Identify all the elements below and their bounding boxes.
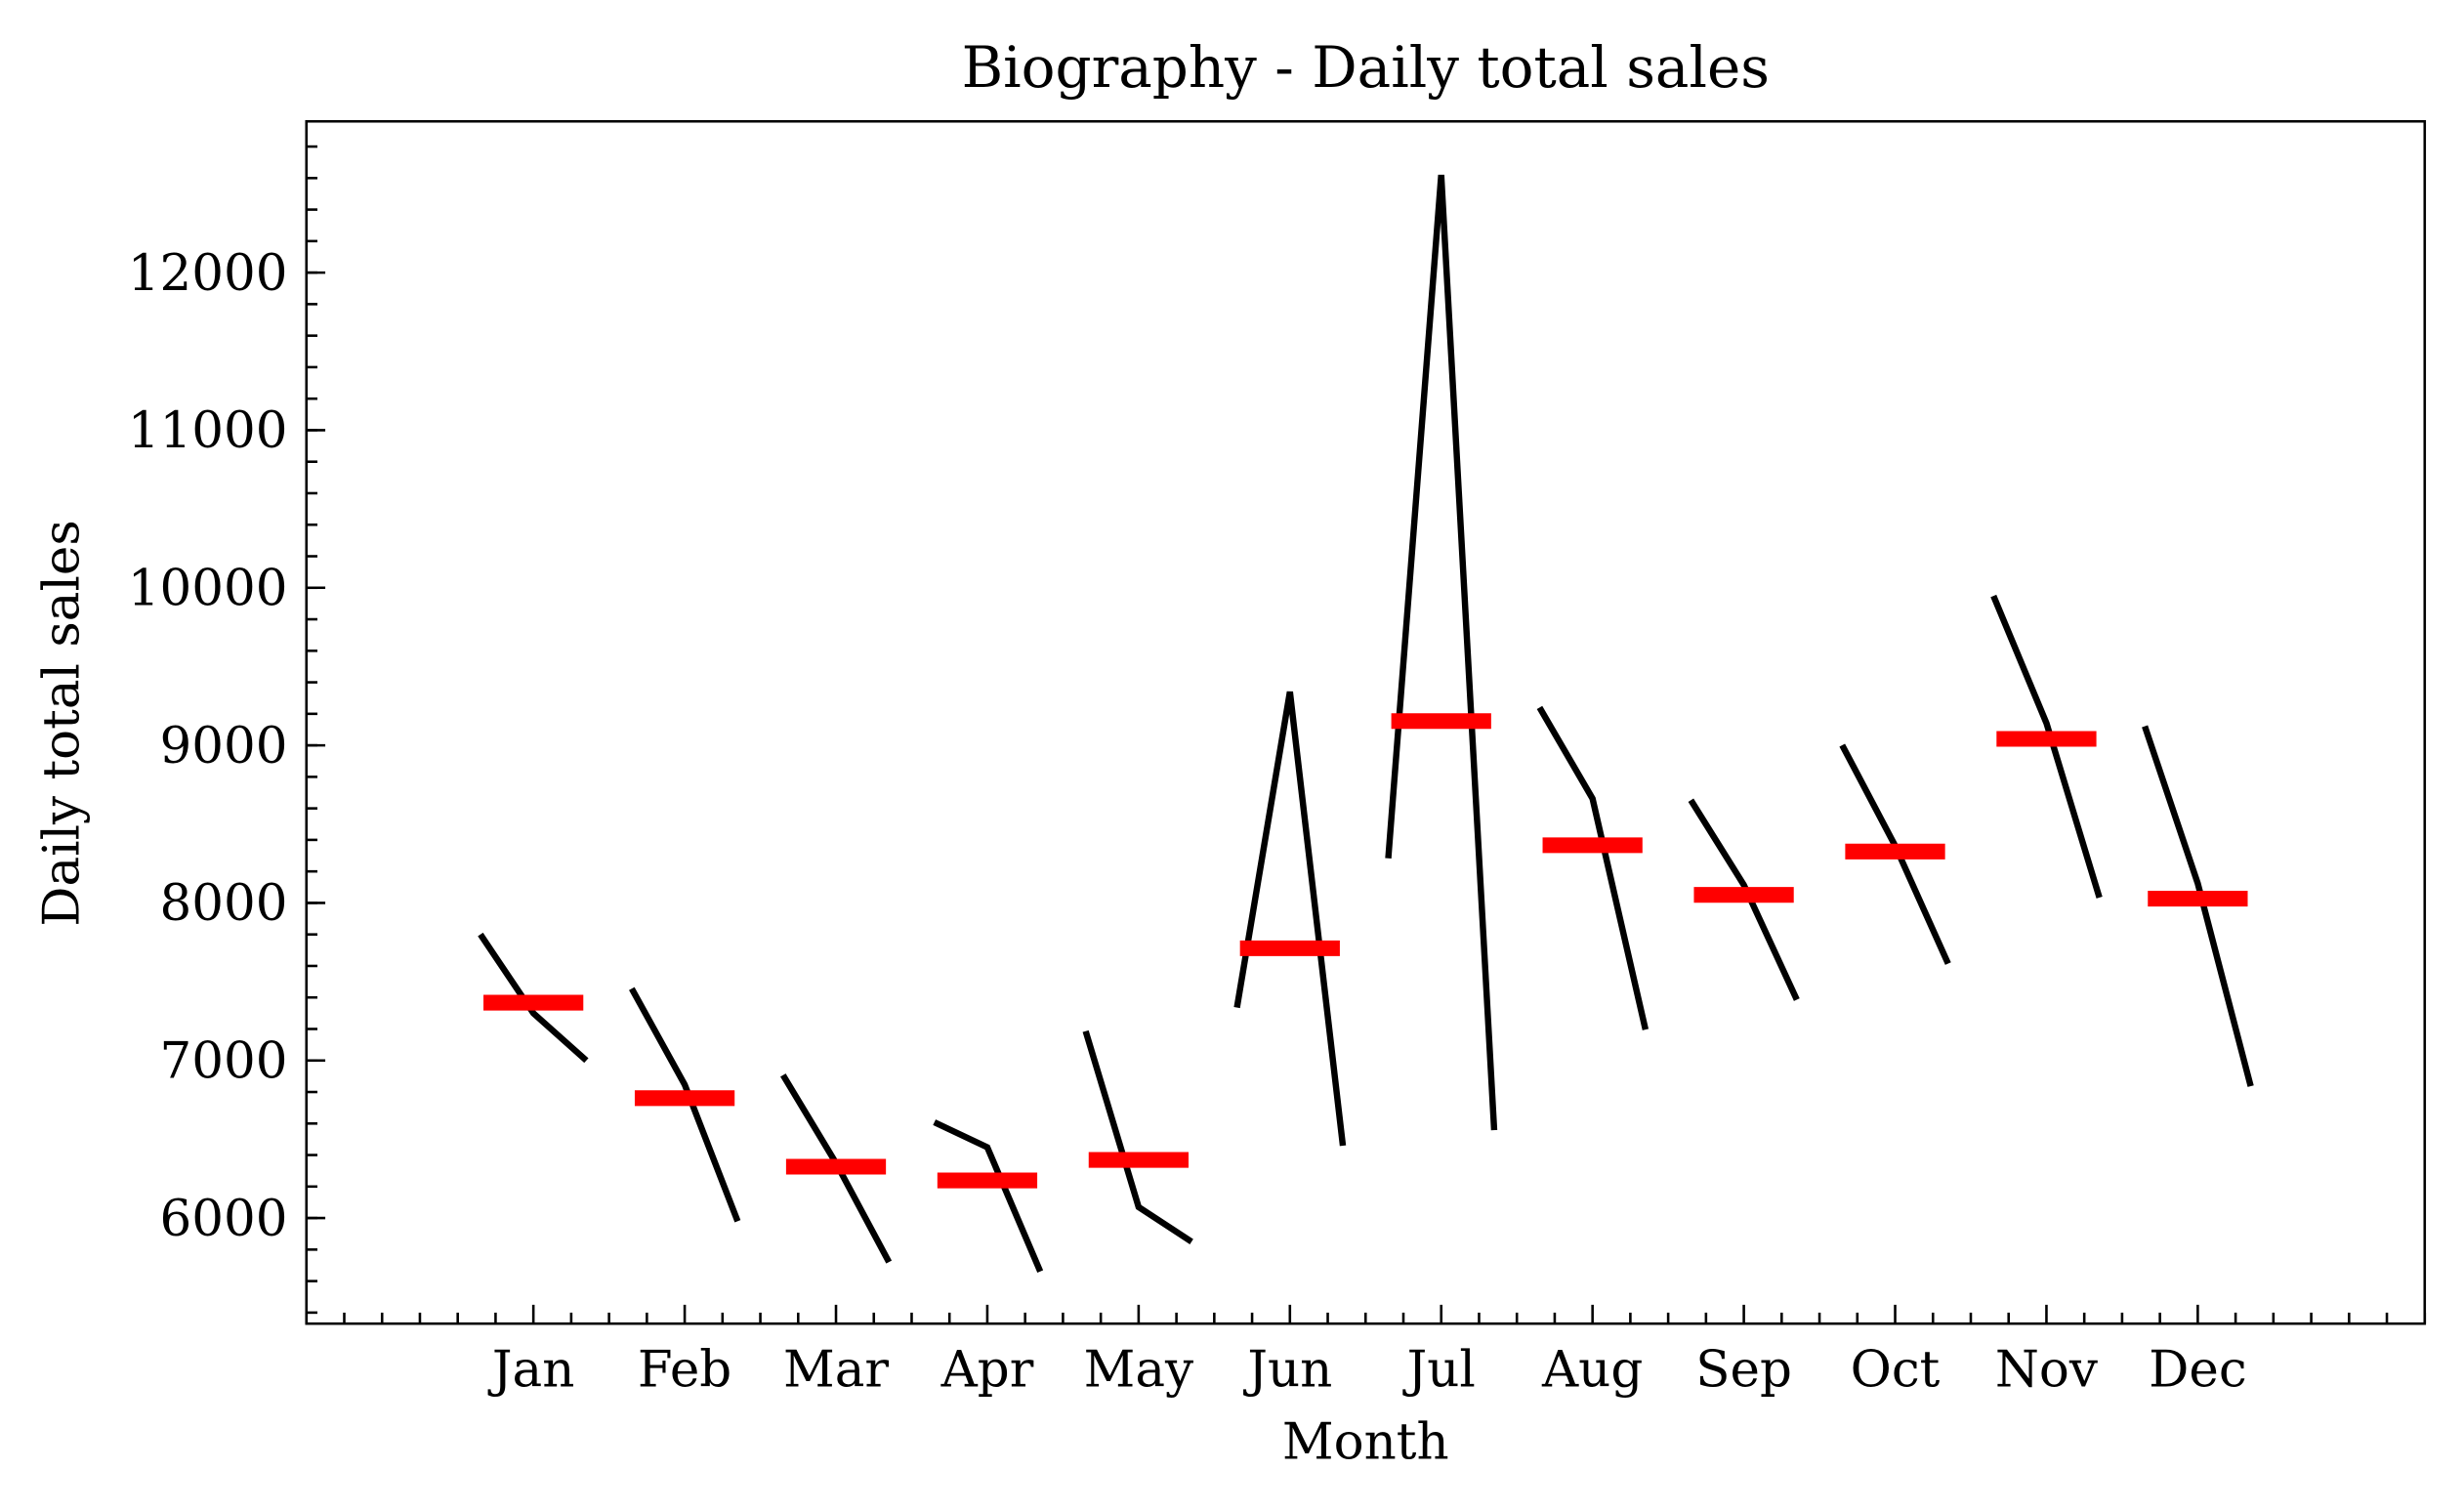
x-tick-label: Jun bbox=[1242, 1341, 1332, 1400]
y-tick-label: 11000 bbox=[128, 401, 288, 460]
y-tick-label: 6000 bbox=[159, 1190, 287, 1248]
month-line bbox=[933, 1119, 1044, 1274]
x-tick-label: May bbox=[1084, 1341, 1193, 1400]
month-line bbox=[1233, 691, 1347, 1147]
x-axis-label: Month bbox=[1282, 1413, 1449, 1472]
y-tick-label: 7000 bbox=[159, 1031, 287, 1090]
x-tick-label: Oct bbox=[1851, 1341, 1941, 1400]
month-line bbox=[1990, 594, 2103, 899]
month-line bbox=[629, 986, 741, 1223]
x-tick-label: Sep bbox=[1695, 1341, 1792, 1400]
x-tick-label: Aug bbox=[1541, 1341, 1643, 1400]
x-tick-label: Feb bbox=[638, 1341, 731, 1400]
y-tick-label: 9000 bbox=[159, 717, 287, 776]
plot-frame bbox=[305, 119, 2427, 1325]
chart-title: Biography - Daily total sales bbox=[962, 34, 1770, 101]
y-tick-label: 12000 bbox=[128, 244, 288, 303]
y-tick-label: 8000 bbox=[159, 874, 287, 933]
x-tick-label: Mar bbox=[783, 1341, 889, 1400]
x-tick-label: Nov bbox=[1995, 1341, 2098, 1400]
x-tick-label: Jan bbox=[487, 1341, 574, 1400]
x-tick-label: Apr bbox=[940, 1341, 1034, 1400]
x-tick-label: Dec bbox=[2149, 1341, 2247, 1400]
month-line bbox=[478, 932, 589, 1064]
month-line bbox=[1688, 798, 1800, 1001]
y-axis-label: Daily total sales bbox=[32, 520, 91, 927]
month-line bbox=[2142, 725, 2254, 1087]
month-line bbox=[1385, 174, 1498, 1131]
x-tick-label: Jul bbox=[1402, 1341, 1476, 1400]
month-line bbox=[1536, 705, 1650, 1030]
month-line bbox=[1082, 1029, 1193, 1244]
y-tick-label: 10000 bbox=[128, 559, 288, 617]
